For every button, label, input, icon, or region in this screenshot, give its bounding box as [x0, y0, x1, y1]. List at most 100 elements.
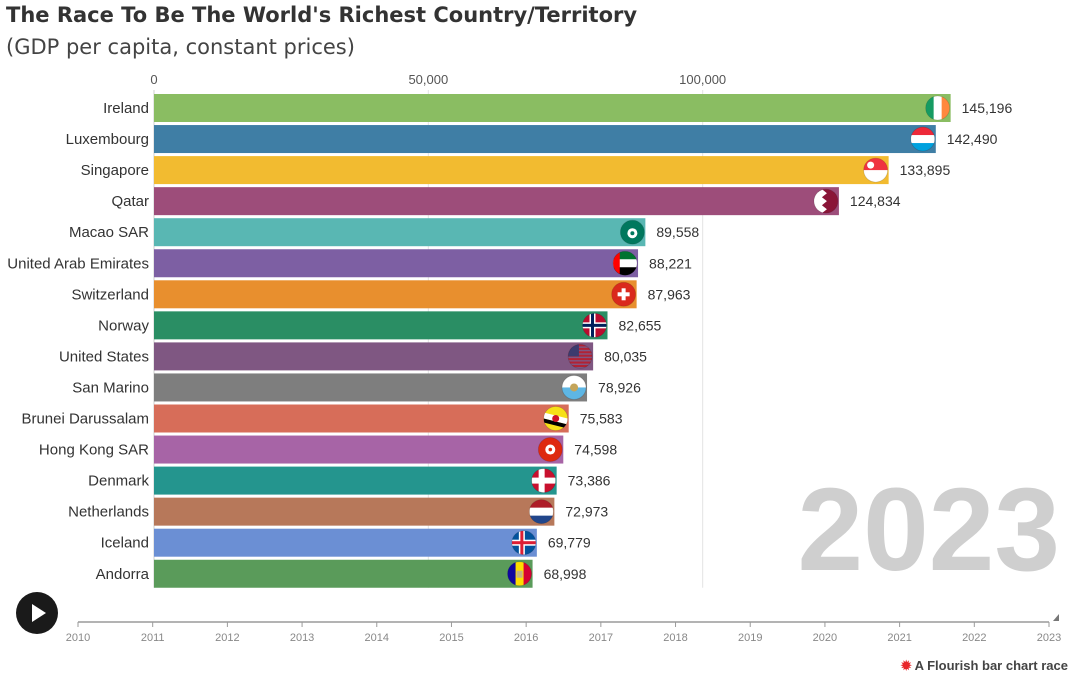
timeline-year-label[interactable]: 2016 — [514, 632, 538, 644]
value-label: 78,926 — [598, 379, 641, 395]
value-label: 82,655 — [619, 317, 662, 333]
value-label: 133,895 — [900, 162, 951, 178]
play-button[interactable] — [16, 592, 58, 634]
timeline-handle[interactable] — [1053, 614, 1059, 621]
norway-flag-icon — [582, 312, 607, 338]
category-label: Brunei Darussalam — [21, 411, 149, 428]
hong-kong-flag-icon — [537, 437, 563, 462]
macao-flag-icon — [619, 219, 645, 245]
brunei-flag-icon — [543, 406, 569, 431]
bar[interactable] — [154, 187, 839, 216]
category-label: Switzerland — [71, 286, 149, 303]
category-label: United States — [59, 348, 149, 365]
timeline-year-label[interactable]: 2021 — [887, 632, 911, 644]
bar-row: San Marino 78,926 — [72, 373, 641, 402]
bar[interactable] — [154, 559, 533, 588]
x-tick-label: 100,000 — [679, 72, 726, 87]
bar[interactable] — [154, 528, 537, 557]
bar-row: Qatar 124,834 — [111, 187, 901, 216]
bar[interactable] — [154, 311, 608, 340]
bar-row: Netherlands 72,973 — [68, 497, 608, 526]
value-label: 89,558 — [656, 224, 699, 240]
bar[interactable] — [154, 342, 594, 371]
bar-row: Andorra 68,998 — [96, 559, 587, 588]
category-label: Denmark — [88, 473, 149, 490]
bar[interactable] — [154, 466, 557, 495]
bar[interactable] — [154, 497, 555, 526]
timeline-year-label[interactable]: 2017 — [589, 632, 613, 644]
luxembourg-flag-icon — [910, 126, 936, 152]
timeline-year-label[interactable]: 2012 — [215, 632, 239, 644]
bar[interactable] — [154, 125, 936, 154]
timeline-year-label[interactable]: 2015 — [439, 632, 463, 644]
bar-row: Singapore 133,895 — [81, 156, 951, 185]
timeline-year-label[interactable]: 2018 — [663, 632, 687, 644]
x-tick-label: 0 — [150, 72, 157, 87]
flourish-credit[interactable]: ✹ A Flourish bar chart race — [901, 658, 1068, 674]
netherlands-flag-icon — [528, 499, 554, 525]
bar-row: Iceland 69,779 — [101, 528, 591, 557]
category-label: Luxembourg — [66, 131, 149, 148]
category-label: Iceland — [101, 535, 149, 552]
bar-row: Switzerland 87,963 — [71, 280, 691, 309]
ireland-flag-icon — [925, 95, 951, 121]
value-label: 142,490 — [947, 131, 998, 147]
andorra-flag-icon — [507, 561, 532, 587]
timeline-year-label[interactable]: 2010 — [66, 632, 90, 644]
bar[interactable] — [154, 280, 637, 309]
timeline-year-label[interactable]: 2011 — [141, 632, 165, 644]
value-label: 145,196 — [962, 100, 1013, 116]
value-label: 88,221 — [649, 255, 692, 271]
value-label: 73,386 — [568, 473, 611, 489]
bar[interactable] — [154, 156, 889, 185]
switzerland-flag-icon — [611, 281, 637, 307]
timeline-year-label[interactable]: 2023 — [1037, 632, 1061, 644]
bar[interactable] — [154, 218, 646, 247]
timeline-year-label[interactable]: 2022 — [962, 632, 986, 644]
category-label: Andorra — [96, 566, 150, 583]
timeline-year-label[interactable]: 2019 — [738, 632, 762, 644]
bar-row: Ireland 145,196 — [103, 94, 1012, 122]
timeline-year-label[interactable]: 2014 — [365, 632, 389, 644]
value-label: 68,998 — [544, 566, 587, 582]
bar-row: Hong Kong SAR 74,598 — [39, 435, 617, 464]
bar-row: United States 80,035 — [59, 342, 647, 371]
bar[interactable] — [154, 249, 639, 278]
chart-title: The Race To Be The World's Richest Count… — [6, 3, 638, 27]
value-label: 80,035 — [604, 348, 647, 364]
bar[interactable] — [154, 435, 564, 464]
value-label: 87,963 — [648, 286, 691, 302]
bar-row: Luxembourg 142,490 — [66, 125, 998, 154]
bar-row: Macao SAR 89,558 — [69, 218, 699, 247]
iceland-flag-icon — [511, 530, 537, 556]
category-label: Singapore — [81, 162, 149, 179]
uae-flag-icon — [612, 250, 638, 276]
category-label: Ireland — [103, 100, 149, 117]
bar-row: Norway 82,655 — [98, 311, 662, 340]
timeline-year-label[interactable]: 2020 — [813, 632, 837, 644]
flourish-credit-text: A Flourish bar chart race — [914, 658, 1068, 673]
chart-subtitle: (GDP per capita, constant prices) — [6, 35, 355, 59]
category-label: Hong Kong SAR — [39, 442, 149, 459]
value-label: 75,583 — [580, 411, 623, 427]
category-label: San Marino — [72, 379, 149, 396]
timeline-year-label[interactable]: 2013 — [290, 632, 314, 644]
bar-row: Denmark 73,386 — [88, 466, 611, 495]
value-label: 72,973 — [565, 504, 608, 520]
value-label: 74,598 — [574, 442, 617, 458]
bar[interactable] — [154, 373, 588, 402]
denmark-flag-icon — [531, 468, 557, 494]
singapore-flag-icon — [863, 157, 889, 183]
san-marino-flag-icon — [561, 375, 587, 400]
category-label: Macao SAR — [69, 224, 149, 241]
category-label: Qatar — [111, 193, 149, 210]
value-label: 124,834 — [850, 193, 901, 209]
category-label: Netherlands — [68, 504, 149, 521]
bar[interactable] — [154, 404, 569, 433]
bar[interactable] — [154, 94, 951, 122]
usa-flag-icon — [567, 343, 593, 369]
current-year-label: 2023 — [797, 464, 1060, 596]
category-label: United Arab Emirates — [7, 255, 149, 272]
bar-row: United Arab Emirates 88,221 — [7, 249, 692, 278]
